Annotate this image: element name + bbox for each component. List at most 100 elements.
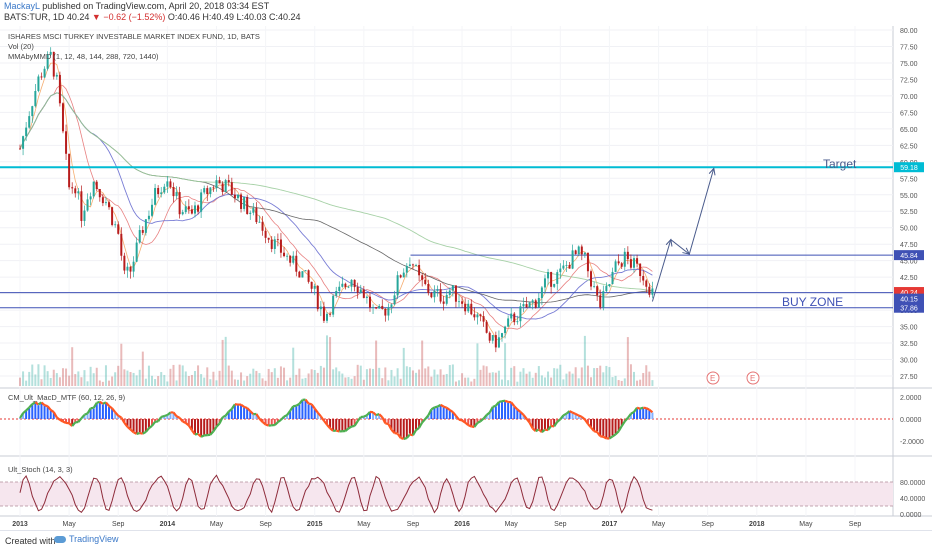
macd-histogram-bar xyxy=(440,406,442,419)
candle-body xyxy=(25,128,27,137)
volume-bar xyxy=(464,378,466,386)
volume-bar xyxy=(326,335,328,386)
candle-body xyxy=(406,266,408,273)
volume-bar xyxy=(624,378,626,386)
earnings-marker[interactable]: E xyxy=(747,372,759,384)
macd-histogram-bar xyxy=(498,403,500,419)
volume-bar xyxy=(458,380,460,386)
candle-body xyxy=(381,306,383,309)
volume-bar xyxy=(400,379,402,386)
time-tick-label: Sep xyxy=(407,521,420,528)
volume-bar xyxy=(578,378,580,386)
macd-histogram-bar xyxy=(397,419,399,433)
price-label: 45.84 xyxy=(894,250,924,260)
time-tick-label: 2017 xyxy=(602,521,618,528)
volume-bar xyxy=(240,372,242,386)
volume-bar xyxy=(80,377,82,386)
volume-bar xyxy=(519,372,521,386)
volume-bar xyxy=(136,375,138,386)
candle-body xyxy=(136,243,138,262)
price-tick-label: 30.00 xyxy=(900,358,918,365)
time-tick-label: Sep xyxy=(112,521,125,528)
volume-bar xyxy=(271,372,273,386)
volume-bar xyxy=(249,374,251,386)
macd-histogram-bar xyxy=(596,419,598,431)
macd-histogram-bar xyxy=(415,419,417,430)
earnings-marker[interactable]: E xyxy=(707,372,719,384)
volume-bar xyxy=(366,369,368,386)
volume-bar xyxy=(470,382,472,386)
volume-bar xyxy=(182,365,184,386)
macd-line-segment xyxy=(459,420,462,421)
tradingview-link[interactable]: TradingView xyxy=(54,534,119,544)
candle-body xyxy=(200,192,202,211)
macd-histogram-bar xyxy=(446,408,448,419)
candle-body xyxy=(627,252,629,259)
volume-bar xyxy=(522,368,524,386)
macd-line-segment xyxy=(134,432,137,434)
earnings-label: E xyxy=(750,374,755,383)
time-tick-label: Sep xyxy=(701,521,714,528)
candle-body xyxy=(464,304,466,311)
time-tick-label: 2013 xyxy=(12,521,28,528)
volume-bar xyxy=(347,377,349,386)
candle-body xyxy=(111,207,113,225)
volume-bar xyxy=(550,378,552,386)
candle-body xyxy=(590,271,592,286)
price-axis[interactable]: 27.5030.0032.5035.0037.5040.0042.5045.00… xyxy=(900,28,925,519)
time-tick-label: May xyxy=(799,521,813,528)
candle-body xyxy=(243,197,245,209)
macd-histogram-bar xyxy=(599,419,601,435)
macd-histogram-bar xyxy=(139,419,141,432)
candle-body xyxy=(105,202,107,203)
volume-bar xyxy=(602,372,604,386)
candle-body xyxy=(430,293,432,297)
candle-body xyxy=(397,275,399,295)
candle-body xyxy=(277,239,279,240)
candle-body xyxy=(308,270,310,282)
price-tick-label: 67.50 xyxy=(900,110,918,117)
main-pane[interactable] xyxy=(0,26,893,387)
candle-body xyxy=(240,195,242,209)
time-tick-label: May xyxy=(63,521,77,528)
author-link[interactable]: MackayL xyxy=(4,1,40,11)
volume-legend[interactable]: Vol (20) xyxy=(8,42,34,51)
macd-histogram-bar xyxy=(301,401,303,419)
volume-bar xyxy=(197,365,199,386)
volume-bar xyxy=(317,373,319,386)
volume-bar xyxy=(203,378,205,386)
macd-line-segment xyxy=(201,435,204,436)
ohlc-line: BATS:TUR, 1D 40.24 ▼ −0.62 (−1.52%) O:40… xyxy=(4,12,301,23)
volume-bar xyxy=(206,367,208,386)
candle-body xyxy=(473,314,475,317)
candle-body xyxy=(252,208,254,213)
volume-bar xyxy=(384,367,386,386)
volume-bar xyxy=(298,369,300,386)
candle-body xyxy=(618,261,620,263)
ma-legend[interactable]: MMAbyMMD (1, 12, 48, 144, 288, 720, 1440… xyxy=(8,52,159,61)
candle-body xyxy=(403,273,405,278)
volume-bar xyxy=(593,368,595,386)
volume-bar xyxy=(169,369,171,386)
candle-body xyxy=(486,322,488,333)
macd-histogram-bar xyxy=(31,405,33,419)
candle-body xyxy=(357,287,359,293)
candle-body xyxy=(31,106,33,116)
candle-body xyxy=(565,265,567,266)
stoch-legend[interactable]: Ult_Stoch (14, 3, 3) xyxy=(8,465,73,474)
candle-body xyxy=(145,219,147,233)
price-tick-label: 70.00 xyxy=(900,94,918,101)
volume-bar xyxy=(608,367,610,386)
candle-body xyxy=(176,192,178,196)
volume-bar xyxy=(390,370,392,386)
macd-histogram-bar xyxy=(200,419,202,436)
macd-legend[interactable]: CM_Ult_MacD_MTF (60, 12, 26, 9) xyxy=(8,393,126,402)
volume-bar xyxy=(562,379,564,386)
candle-body xyxy=(529,302,531,307)
candle-body xyxy=(157,188,159,194)
macd-histogram-bar xyxy=(443,407,445,419)
volume-bar xyxy=(403,348,405,386)
volume-bar xyxy=(188,376,190,386)
volume-bar xyxy=(34,374,36,386)
